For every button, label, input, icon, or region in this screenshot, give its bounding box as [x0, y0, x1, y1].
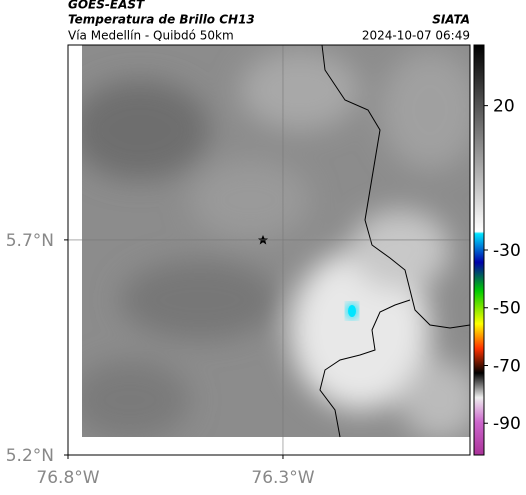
colorbar-label: -90 — [493, 414, 521, 434]
colorbar — [473, 44, 485, 456]
x-tick-label: 76.8°W — [36, 468, 99, 488]
map-frame — [67, 44, 471, 456]
colorbar-label: -30 — [493, 241, 521, 261]
x-tick-label: 76.3°W — [251, 468, 314, 488]
subtitle: Temperatura de Brillo CH13 — [68, 13, 255, 27]
timestamp: 2024-10-07 06:49 — [362, 29, 470, 43]
colorbar-label: -50 — [493, 299, 521, 319]
region: Vía Medellín - Quibdó 50km — [68, 29, 234, 43]
title: GOES-EAST — [68, 0, 145, 12]
y-tick-label: 5.7°N — [6, 231, 54, 251]
source: SIATA — [432, 13, 470, 27]
colorbar-label: -70 — [493, 356, 521, 376]
colorbar-label: 20 — [493, 97, 515, 117]
border — [319, 44, 471, 438]
satellite-image — [82, 45, 470, 437]
y-tick-label: 5.2°N — [6, 446, 54, 466]
